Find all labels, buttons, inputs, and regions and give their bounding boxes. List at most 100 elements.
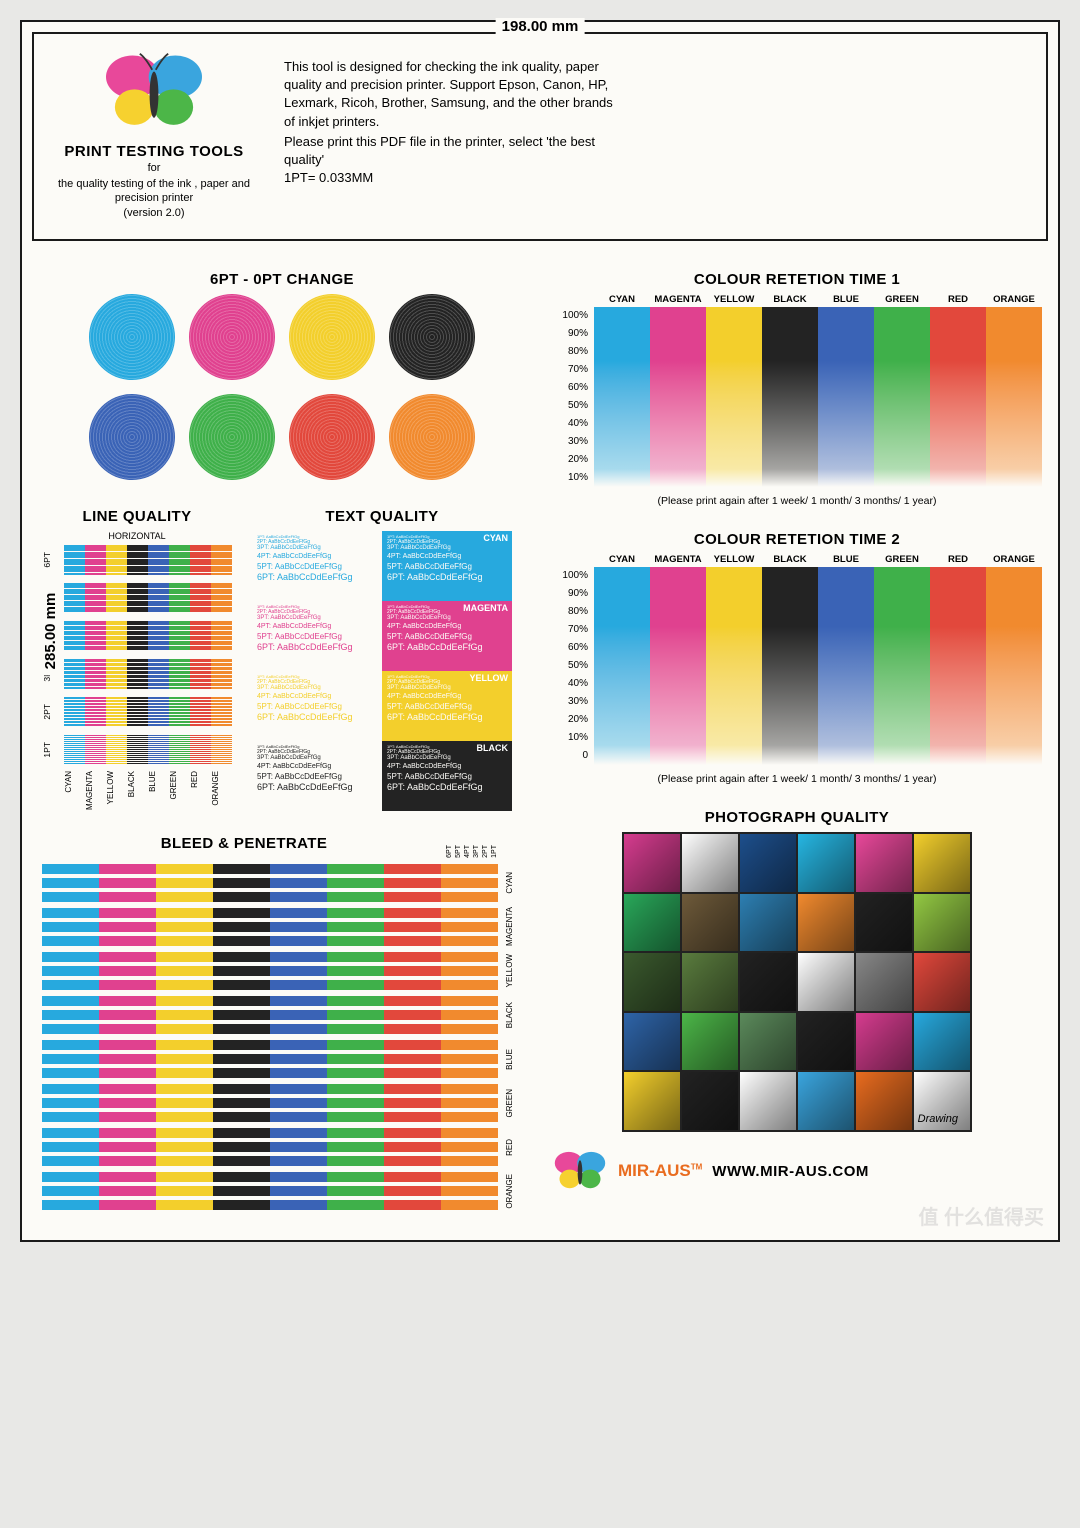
dim-width: 198.00 mm — [496, 18, 585, 35]
lq-bar — [106, 659, 127, 689]
bleed-cell — [270, 1040, 327, 1078]
tq-cell: 1PT: AaBbCcDdEeFfGg2PT: AaBbCcDdEeFfGg3P… — [252, 741, 382, 811]
lq-foot-label: ORANGE — [211, 769, 232, 811]
bleed-cell — [270, 1128, 327, 1166]
bleed-row — [42, 1128, 498, 1166]
bleed-side-label: CYAN — [498, 864, 522, 902]
lq-bar — [106, 735, 127, 765]
bleed-side-label: YELLOW — [498, 952, 522, 990]
tq-line: 6PT: AaBbCcDdEeFfGg — [257, 712, 377, 723]
bleed-cell — [42, 1040, 99, 1078]
bleed-cell — [156, 952, 213, 990]
bleed-cell — [156, 1172, 213, 1210]
bleed-cell — [99, 952, 156, 990]
lq-bar — [148, 545, 169, 575]
lq-bar — [64, 697, 85, 727]
photo-section: PHOTOGRAPH QUALITY Drawing — [552, 809, 1042, 1132]
tq-line: 4PT: AaBbCcDdEeFfGg — [257, 693, 377, 702]
bleed-pt-label: 5PT — [455, 845, 462, 858]
bleed-cell — [42, 1084, 99, 1122]
bleed-cell — [213, 1128, 270, 1166]
tq-cell: BLACK1PT: AaBbCcDdEeFfGg2PT: AaBbCcDdEeF… — [382, 741, 512, 811]
circles-title: 6PT - 0PT CHANGE — [42, 271, 522, 288]
ret-col-label: BLACK — [762, 554, 818, 565]
lq-bar — [85, 545, 106, 575]
ret-pct-label: 90% — [552, 325, 588, 343]
bleed-cell — [270, 996, 327, 1034]
tq-tag: CYAN — [483, 533, 508, 544]
ret-col-label: YELLOW — [706, 554, 762, 565]
lq-bar — [211, 697, 232, 727]
bleed-cell — [327, 908, 384, 946]
bleed-cell — [327, 1128, 384, 1166]
lq-row: 6PT — [42, 545, 232, 575]
bleed-side: CYANMAGENTAYELLOWBLACKBLUEGREENREDORANGE — [498, 864, 522, 1210]
ret-bar — [594, 307, 650, 487]
right-column: COLOUR RETETION TIME 1 CYANMAGENTAYELLOW… — [552, 271, 1042, 1210]
bleed-pt-label: 3PT — [473, 845, 480, 858]
lq-bar — [148, 659, 169, 689]
circles-grid — [42, 294, 522, 480]
bleed-row — [42, 1084, 498, 1122]
bleed-side-label: BLACK — [498, 996, 522, 1034]
bleed-cell — [384, 1172, 441, 1210]
photo-tile — [856, 953, 912, 1011]
tq-line: 6PT: AaBbCcDdEeFfGg — [257, 782, 377, 793]
bleed-cell — [384, 1040, 441, 1078]
ret-pct-label: 50% — [552, 657, 588, 675]
tq-title: TEXT QUALITY — [252, 508, 512, 525]
bleed-cell — [156, 1128, 213, 1166]
ret-pct-label: 40% — [552, 675, 588, 693]
tq-line: 6PT: AaBbCcDdEeFfGg — [387, 642, 507, 653]
lq-bar — [148, 583, 169, 613]
lq-bar — [106, 621, 127, 651]
bleed-cell — [99, 1040, 156, 1078]
lq-foot-label: MAGENTA — [85, 769, 106, 811]
bleed-cell — [156, 1084, 213, 1122]
ret-pct-label: 90% — [552, 585, 588, 603]
bleed-cell — [42, 996, 99, 1034]
ret1-chart: 100%90%80%70%60%50%40%30%20%10% — [552, 307, 1042, 487]
tq-line: 5PT: AaBbCcDdEeFfGg — [387, 772, 507, 782]
photo-tile — [682, 1072, 738, 1130]
ret-bar — [986, 307, 1042, 487]
bleed-row — [42, 864, 498, 902]
intro-text: This tool is designed for checking the i… — [284, 58, 624, 131]
footer-url: WWW.MIR-AUS.COM — [712, 1163, 869, 1180]
ret-col-label: CYAN — [594, 294, 650, 305]
lq-bar — [85, 659, 106, 689]
color-circle — [389, 294, 475, 380]
bleed-cell — [327, 996, 384, 1034]
bleed-pt-label: 4PT — [464, 845, 471, 858]
bleed-row — [42, 952, 498, 990]
photo-tile — [740, 1072, 796, 1130]
ret-pct-label: 10% — [552, 729, 588, 747]
photo-tile — [914, 1013, 970, 1071]
bleed-cell — [441, 1172, 498, 1210]
lq-bars — [64, 621, 232, 651]
lq-bar — [127, 621, 148, 651]
lq-bar — [169, 697, 190, 727]
tq-line: 5PT: AaBbCcDdEeFfGg — [257, 632, 377, 642]
lq-bar — [190, 621, 211, 651]
bleed-pt-label: 6PT — [446, 845, 453, 858]
bleed-side-label: GREEN — [498, 1084, 522, 1122]
photo-tile — [856, 1013, 912, 1071]
bleed-cell — [441, 952, 498, 990]
tq-line: 4PT: AaBbCcDdEeFfGg — [257, 553, 377, 562]
title-subtitle: the quality testing of the ink , paper a… — [54, 178, 254, 206]
bleed-cell — [99, 996, 156, 1034]
bleed-cell — [384, 952, 441, 990]
ret-pct-label: 100% — [552, 567, 588, 585]
tq-tag: YELLOW — [470, 673, 509, 684]
ret-pct-label: 50% — [552, 397, 588, 415]
bleed-cell — [99, 864, 156, 902]
lq-foot-label: RED — [190, 769, 211, 811]
bleed-cell — [99, 1084, 156, 1122]
lq-row: 1PT — [42, 735, 232, 765]
bleed-cell — [156, 996, 213, 1034]
lq-bar — [64, 621, 85, 651]
lq-bar — [211, 735, 232, 765]
lq-sub: HORIZONTAL — [42, 531, 232, 541]
footer-tm: TM — [691, 1162, 703, 1171]
